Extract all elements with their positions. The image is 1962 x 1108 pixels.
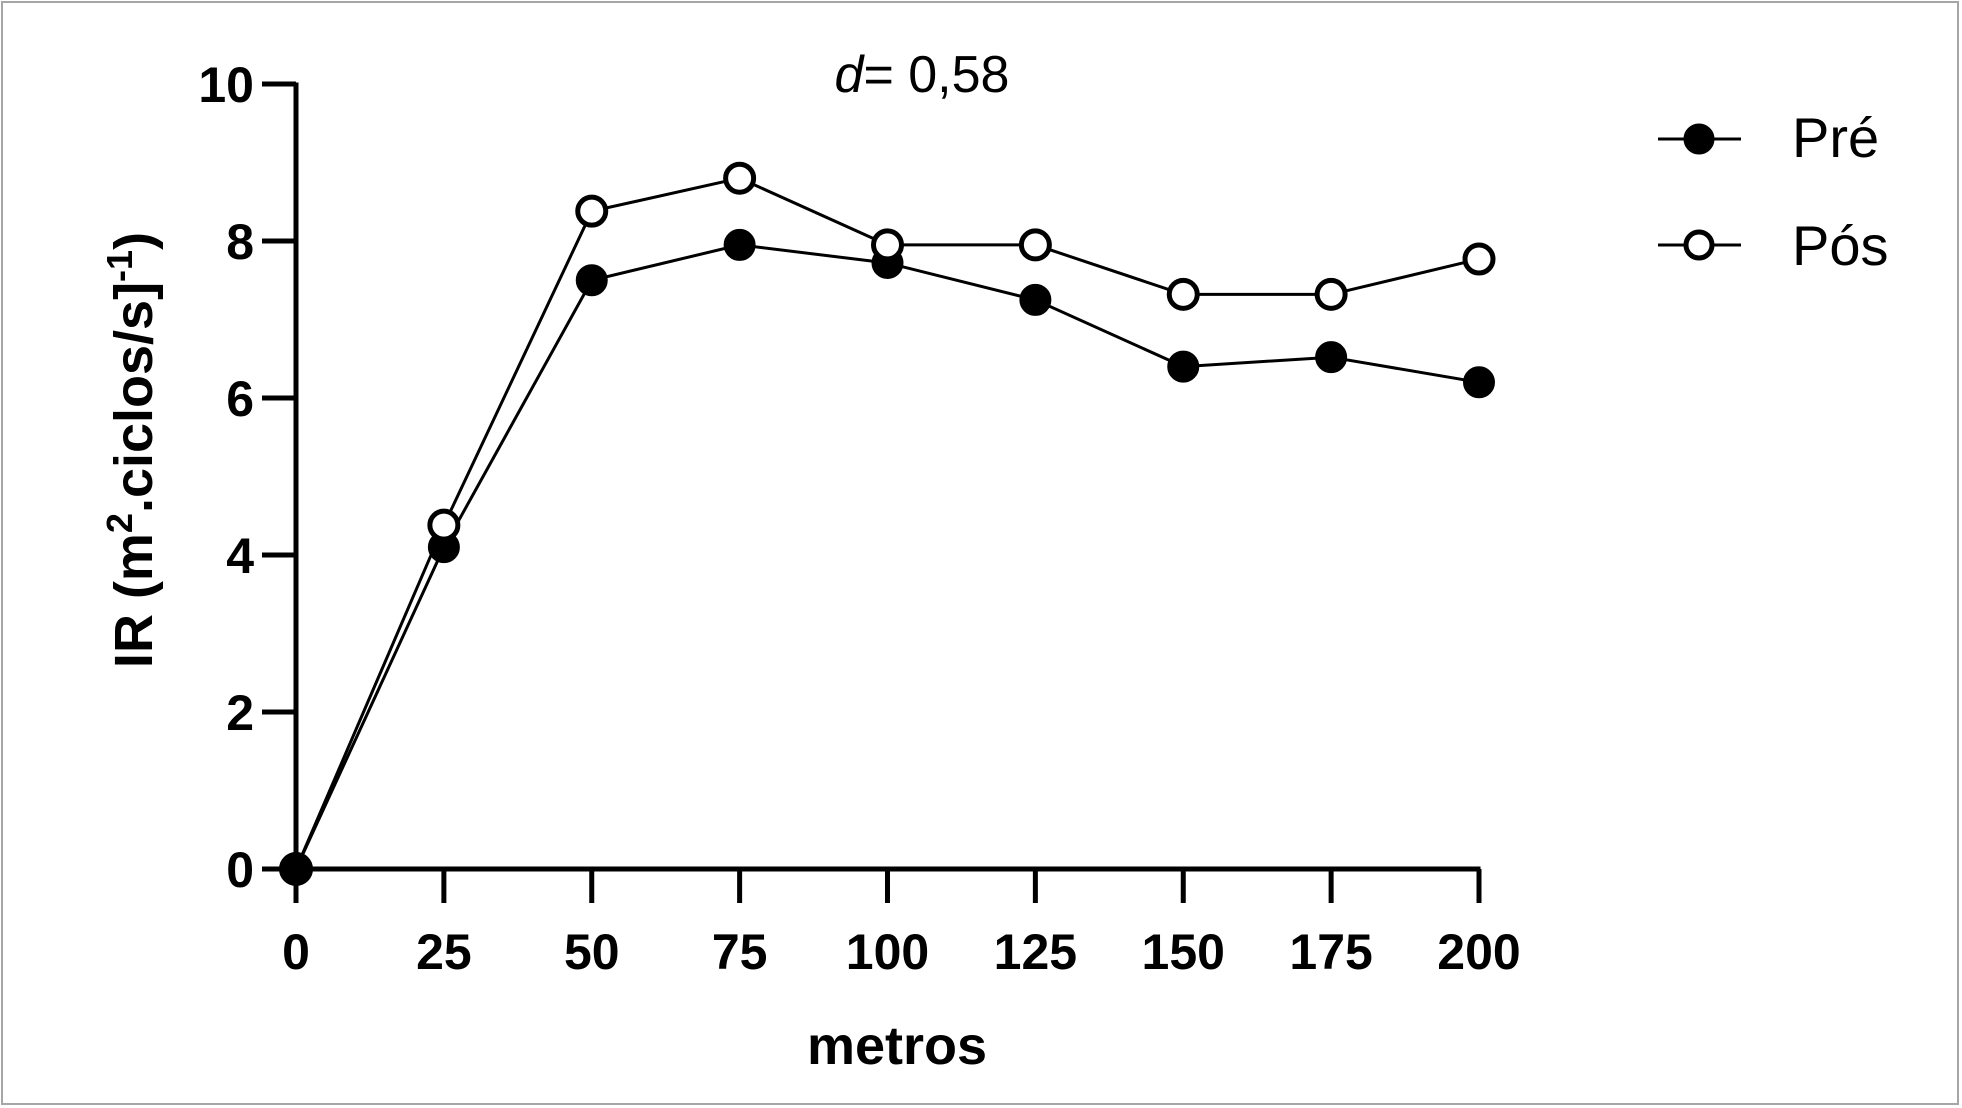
data-point-pre (723, 228, 756, 261)
y-tick-label: 0 (226, 842, 254, 898)
x-ticks: 0 25 50 75 100 125 150 175 200 (282, 869, 1521, 980)
data-point-pre-origin (279, 852, 313, 886)
data-point-pos (427, 508, 461, 542)
data-point-pre (1463, 366, 1495, 399)
x-tick-label: 125 (994, 924, 1077, 980)
y-axis-title: IR (m2.ciclos/s]-1) (99, 232, 164, 668)
x-tick-label: 75 (712, 924, 768, 980)
series-layer (279, 161, 1496, 886)
series-line-pos (294, 176, 1480, 870)
data-point-pos (871, 228, 904, 262)
legend-pre-marker (1683, 123, 1715, 155)
y-tick-label: 4 (226, 528, 254, 584)
data-point-pos (1018, 228, 1052, 262)
data-point-pos (1166, 277, 1200, 311)
data-point-pos (723, 161, 757, 195)
effect-size-annotation: d= 0,58 (835, 46, 1010, 104)
x-tick-label: 150 (1142, 924, 1225, 980)
x-axis-title: metros (807, 1016, 987, 1076)
x-tick-label: 175 (1289, 924, 1372, 980)
y-tick-label: 8 (226, 214, 254, 270)
x-tick-label: 200 (1437, 924, 1520, 980)
axes (293, 82, 1481, 872)
data-point-pos (1314, 277, 1348, 311)
legend-pos-marker (1683, 229, 1715, 261)
data-point-pre (1315, 341, 1348, 374)
y-tick-label: 10 (198, 57, 254, 113)
legend-item-pre: Pré (1658, 106, 1879, 169)
y-tick-label: 2 (226, 685, 254, 741)
data-point-pos (1462, 242, 1496, 276)
series-line-pre (294, 243, 1480, 870)
x-tick-label: 0 (282, 924, 310, 980)
data-point-pre (1019, 283, 1052, 316)
x-tick-label: 100 (846, 924, 929, 980)
y-tick-label: 6 (226, 371, 254, 427)
data-point-pre (1167, 350, 1200, 383)
legend-pre-label: Pré (1792, 106, 1879, 169)
y-ticks: 0 2 4 6 8 10 (198, 57, 296, 898)
x-tick-label: 25 (416, 924, 472, 980)
data-point-pre (575, 264, 608, 297)
legend: Pré Pós (1658, 106, 1889, 277)
x-tick-label: 50 (564, 924, 620, 980)
legend-item-pos: Pós (1658, 214, 1889, 277)
data-point-pos (575, 194, 609, 228)
legend-pos-label: Pós (1792, 214, 1889, 277)
